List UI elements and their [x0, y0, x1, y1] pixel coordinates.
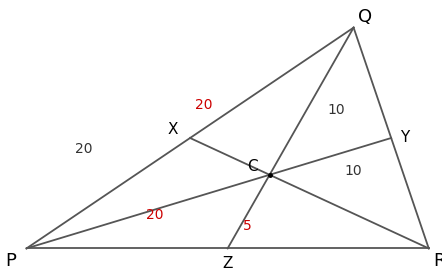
Text: 20: 20: [146, 208, 164, 222]
Text: Y: Y: [400, 131, 409, 145]
Text: 5: 5: [243, 219, 252, 233]
Text: Q: Q: [358, 7, 372, 26]
Text: 20: 20: [194, 98, 212, 112]
Text: C: C: [247, 159, 257, 174]
Text: 20: 20: [75, 142, 93, 156]
Text: P: P: [6, 252, 16, 270]
Text: X: X: [167, 122, 178, 137]
Text: R: R: [434, 252, 442, 270]
Text: 10: 10: [327, 104, 345, 117]
Text: 10: 10: [345, 164, 362, 178]
Text: Z: Z: [222, 256, 233, 271]
